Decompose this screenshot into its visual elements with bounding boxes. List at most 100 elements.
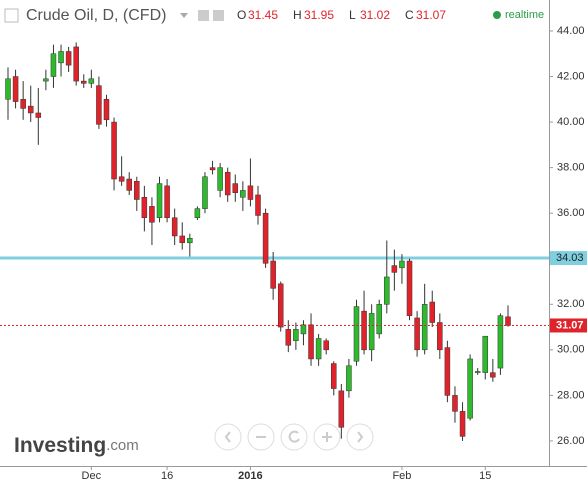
ohlc-letter: L: [349, 8, 356, 22]
candle-body: [459, 411, 466, 437]
candle-body: [353, 306, 360, 362]
candle-body: [255, 194, 261, 216]
settings-icon[interactable]: [198, 10, 209, 21]
candle-body: [202, 176, 208, 209]
candle-body: [81, 80, 87, 84]
candle-body: [232, 183, 239, 193]
level-label-bg: [550, 251, 587, 266]
y-tick-label: 36.00: [557, 207, 585, 219]
y-tick-label: 42.00: [557, 70, 585, 82]
candle-body: [50, 53, 57, 77]
candle-body: [194, 208, 201, 218]
candle-body: [111, 121, 117, 180]
candle-body: [285, 329, 292, 346]
candle-body: [406, 260, 413, 316]
candle-body: [134, 181, 140, 200]
candle-body: [474, 371, 481, 373]
candle-body: [58, 51, 64, 64]
candle-body: [497, 315, 504, 369]
candle-body: [171, 217, 178, 237]
symbol-icon[interactable]: [4, 8, 19, 23]
candle-body: [35, 112, 42, 118]
candle-body: [217, 167, 223, 191]
candle-body: [331, 363, 337, 389]
reset-button[interactable]: [280, 423, 308, 451]
candle-body: [103, 99, 110, 121]
candle-body: [361, 310, 367, 351]
candle-body: [240, 190, 246, 198]
dropdown-arrow[interactable]: [180, 13, 188, 18]
brand-name: Investing: [14, 434, 106, 457]
candle-body: [414, 317, 420, 351]
candle-body: [368, 313, 375, 351]
candle-body: [308, 324, 314, 360]
y-tick-label: 28.00: [557, 389, 585, 401]
candle-body: [5, 78, 11, 100]
candle-body: [126, 178, 132, 191]
last-price-label: 31.07: [556, 319, 584, 331]
candle-body: [490, 372, 496, 378]
ohlc-value: 31.02: [360, 8, 390, 22]
candle-body: [300, 324, 307, 335]
candle-body: [399, 260, 405, 269]
ohlc-value: 31.95: [304, 8, 334, 22]
x-tick-label: 2016: [238, 470, 262, 482]
candle-body: [209, 167, 216, 171]
nav-icons: [224, 430, 364, 443]
candle-body: [12, 76, 19, 102]
candle-body: [467, 358, 473, 419]
realtime-label: realtime: [505, 9, 544, 21]
candle-body: [270, 260, 276, 289]
level-label: 34.03: [556, 252, 584, 264]
scroll-right-button[interactable]: [346, 423, 374, 451]
candle-body: [315, 338, 322, 360]
candle-body: [224, 171, 231, 196]
candle-body: [43, 78, 49, 82]
candle-body: [247, 185, 254, 200]
candle-body: [96, 85, 102, 125]
candle-body: [482, 335, 489, 373]
x-tick-label: 15: [479, 470, 491, 482]
candle-body: [429, 301, 435, 323]
candle-body: [141, 196, 148, 218]
candle-body: [505, 316, 511, 326]
candle-body: [20, 99, 26, 109]
brand: Investing.com: [14, 434, 139, 457]
candle-body: [149, 206, 155, 223]
last-price-bg: [550, 318, 587, 333]
ohlc-letter: C: [405, 8, 414, 22]
hide-icon[interactable]: [213, 10, 224, 21]
candle-body: [65, 51, 72, 66]
candle-body: [277, 283, 284, 328]
candle-body: [156, 183, 163, 218]
scroll-left-button[interactable]: [214, 423, 242, 451]
candle-body: [346, 365, 352, 392]
candle-body: [88, 78, 95, 84]
candle-body: [164, 185, 170, 218]
candle-body: [391, 265, 398, 273]
ohlc-letter: H: [293, 8, 302, 22]
x-tick-label: Dec: [82, 470, 102, 482]
candle-body: [421, 304, 428, 351]
candle-body: [293, 329, 299, 341]
candle-body: [376, 304, 382, 335]
candle-body: [27, 105, 34, 114]
candle-body: [437, 322, 443, 351]
chart-title: Crude Oil, D, (CFD): [26, 7, 166, 24]
y-tick-label: 38.00: [557, 162, 585, 174]
candle-body: [262, 212, 269, 264]
ohlc-letter: O: [237, 8, 246, 22]
candle-body: [118, 176, 125, 182]
y-tick-label: 44.00: [557, 25, 585, 37]
candle-body: [452, 395, 458, 412]
candle-body: [323, 340, 329, 351]
realtime-dot: [493, 11, 501, 19]
candle-body: [384, 276, 390, 305]
brand-suffix: .com: [106, 437, 139, 454]
candle-body: [179, 235, 185, 244]
ohlc-value: 31.07: [416, 8, 446, 22]
y-tick-label: 30.00: [557, 344, 585, 356]
y-tick-label: 26.00: [557, 435, 585, 447]
